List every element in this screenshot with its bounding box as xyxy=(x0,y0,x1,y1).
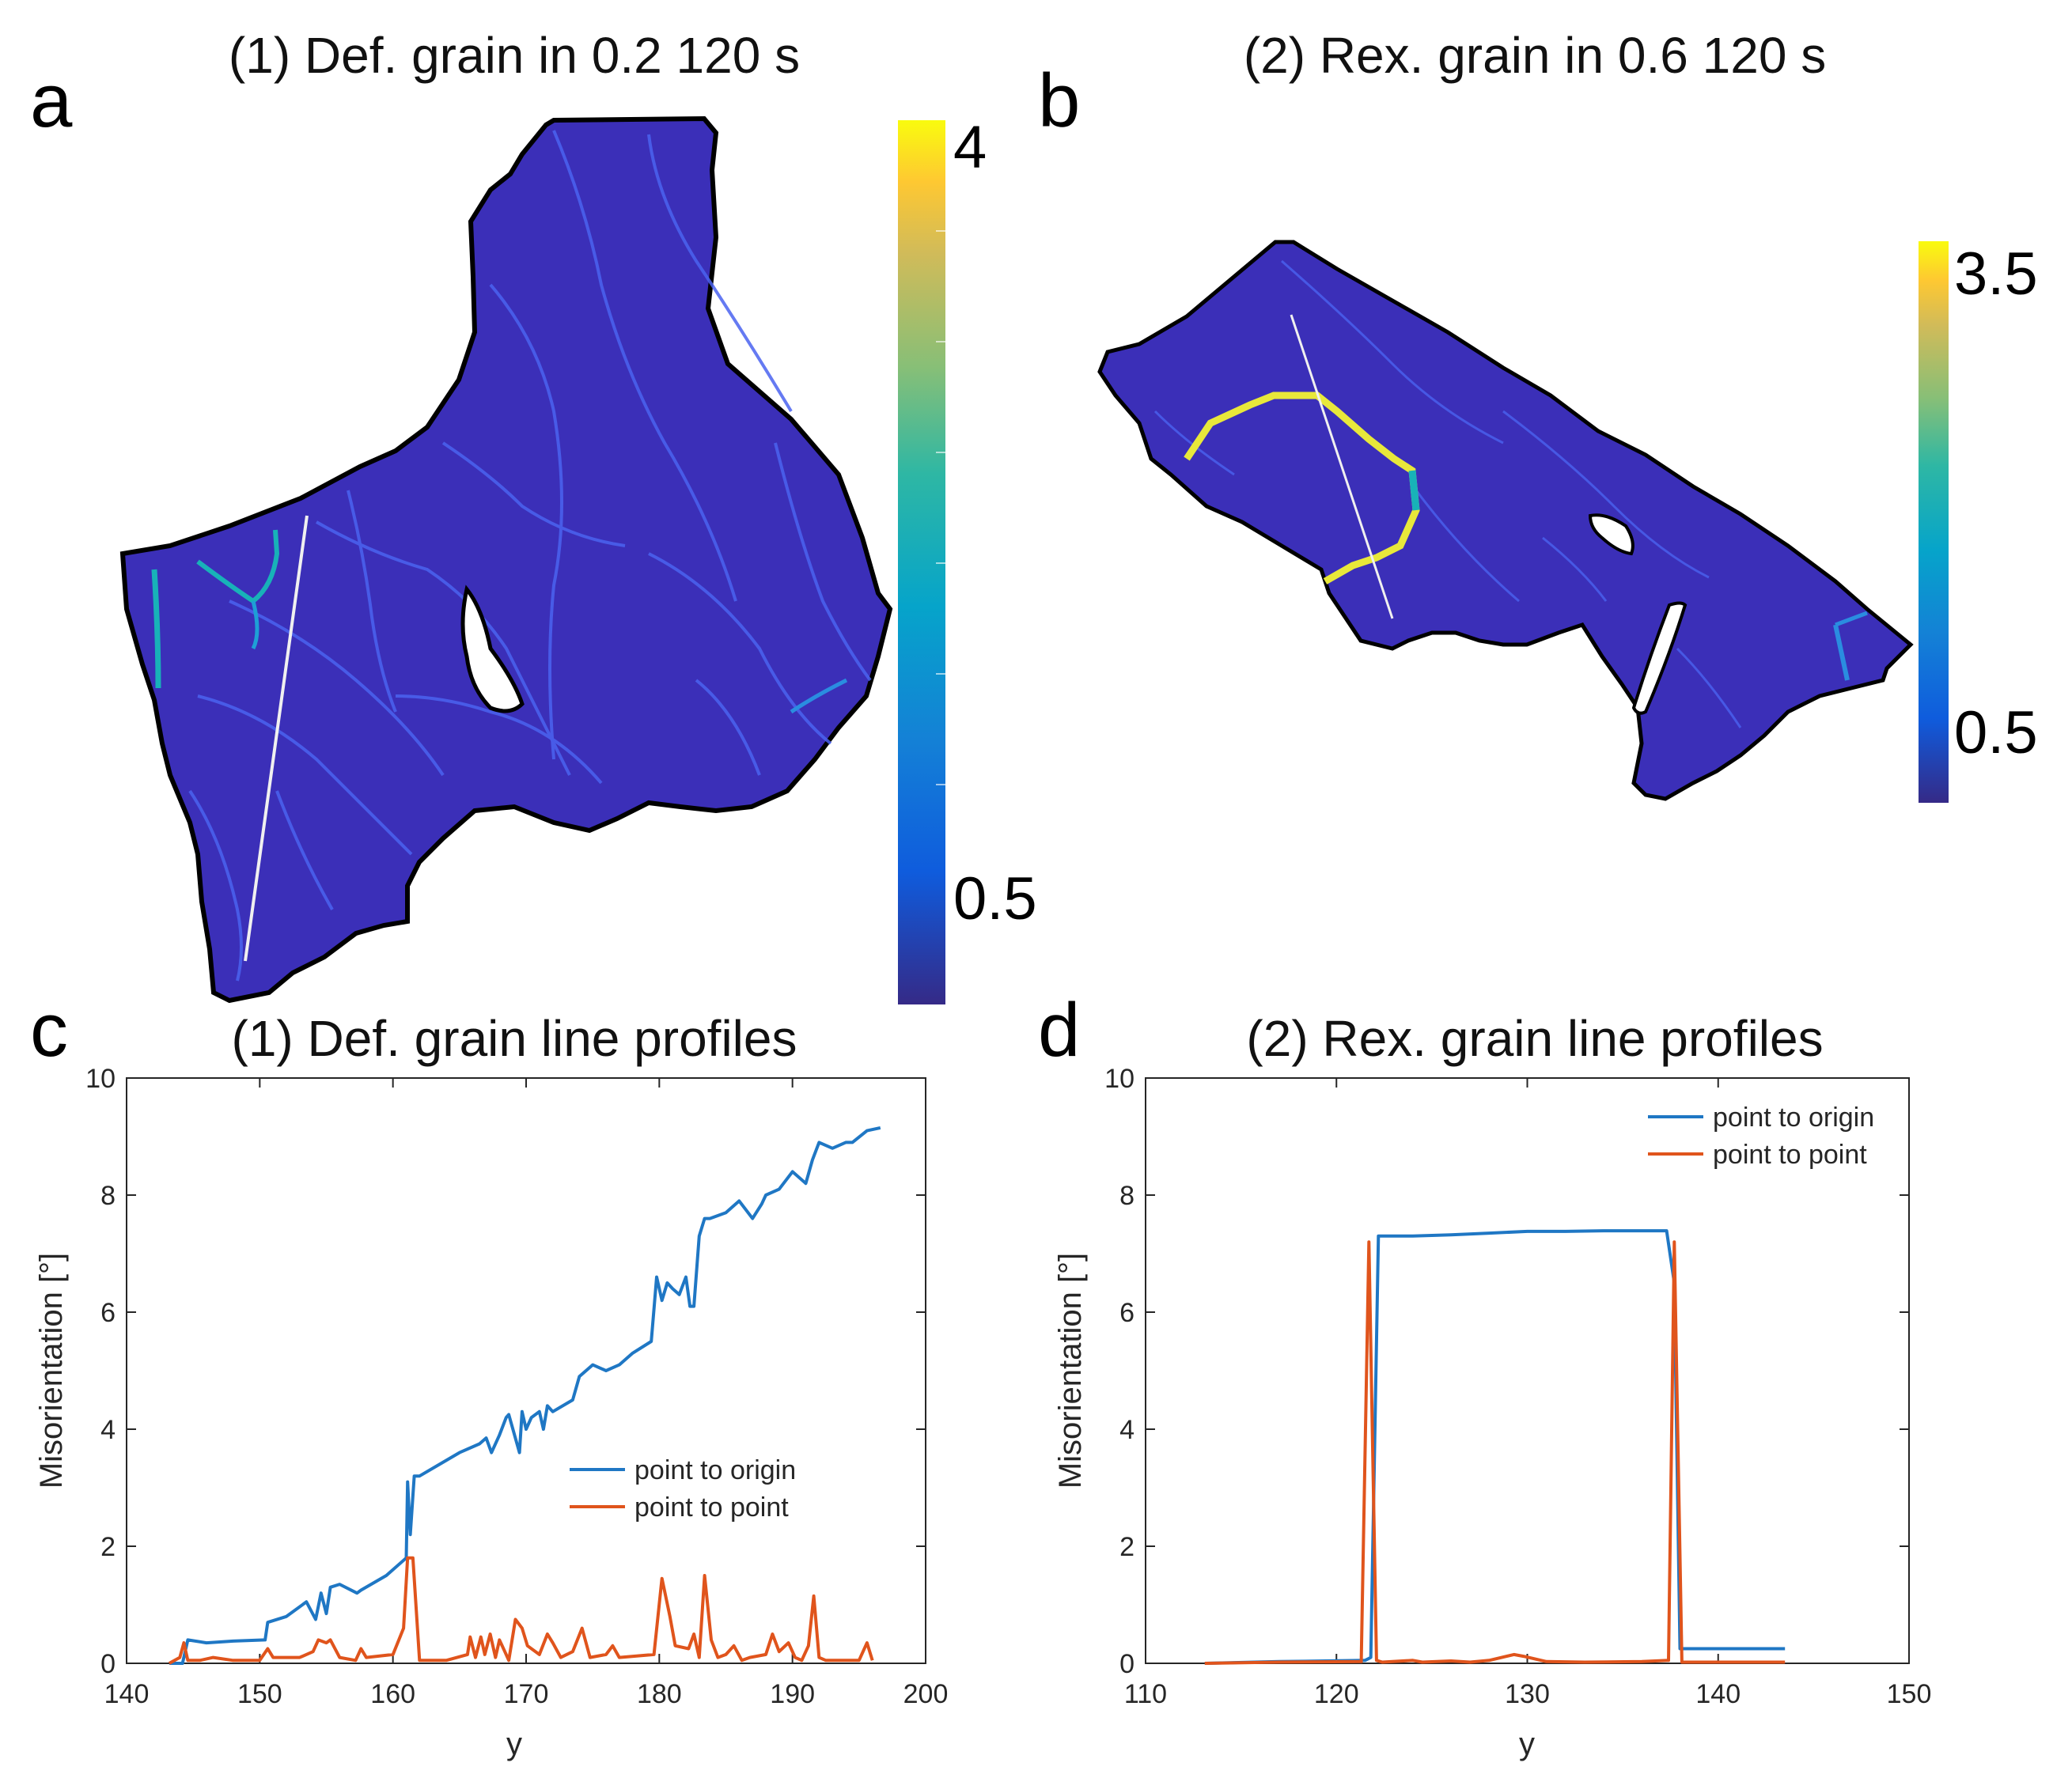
panel-a-letter: a xyxy=(30,59,73,143)
chart-c-xlabel: y xyxy=(506,1727,522,1761)
chart-d-xlabel: y xyxy=(1519,1727,1535,1761)
legend-c-origin-label: point to origin xyxy=(634,1455,796,1485)
grain-b-shape xyxy=(1097,240,1914,801)
colorbar-a: 4 0.5 xyxy=(898,114,1037,1004)
y-tick-label: 2 xyxy=(100,1532,116,1562)
colorbar-b-max-label: 3.5 xyxy=(1954,240,2038,308)
profile-line-b xyxy=(1290,314,1394,619)
panel-b-letter: b xyxy=(1038,59,1080,143)
x-tick-label: 110 xyxy=(1124,1679,1167,1709)
boundary-blue-b3 xyxy=(1835,611,1868,627)
grain-map-a xyxy=(119,115,893,1004)
chart-c-series xyxy=(168,1125,881,1665)
x-tick-label: 120 xyxy=(1314,1679,1359,1709)
grain-hole-a xyxy=(460,584,525,713)
panel-b-title: (2) Rex. grain in 0.6 120 s xyxy=(1244,27,1826,84)
substructure-veins-a xyxy=(188,130,872,982)
x-tick-label: 150 xyxy=(1887,1679,1932,1709)
substructure-veins-b xyxy=(1153,259,1742,728)
chart-d-series xyxy=(1204,1229,1786,1665)
y-tick-label: 0 xyxy=(100,1649,116,1679)
x-tick-label: 130 xyxy=(1505,1679,1550,1709)
series-line-point-to-point xyxy=(168,1556,874,1665)
chart-d-plot-area xyxy=(1145,1077,1910,1664)
chart-d-legend: point to origin point to point xyxy=(1648,1103,1874,1170)
legend-c-point-label: point to point xyxy=(634,1492,789,1523)
boundary-blue-a4 xyxy=(790,678,848,714)
y-tick-label: 6 xyxy=(100,1298,116,1328)
boundary-cyan-a3 xyxy=(251,600,259,650)
x-tick-label: 190 xyxy=(770,1679,815,1709)
panel-d-letter: d xyxy=(1038,988,1080,1072)
grain-hole-b1 xyxy=(1588,513,1634,556)
series-line-point-to-point xyxy=(1204,1240,1786,1665)
grain-a-shape xyxy=(119,115,893,1004)
colorbar-b-min-label: 0.5 xyxy=(1954,699,2038,766)
y-tick-label: 2 xyxy=(1119,1532,1134,1562)
profile-line-a xyxy=(244,515,309,962)
x-tick-label: 150 xyxy=(237,1679,282,1709)
colorbar-a-ticks xyxy=(936,230,945,785)
colorbar-a-max-label: 4 xyxy=(953,114,987,181)
y-tick-label: 10 xyxy=(1104,1064,1134,1094)
boundary-yellow-b xyxy=(1184,392,1420,584)
x-tick-label: 170 xyxy=(504,1679,549,1709)
boundary-cyan-a1 xyxy=(151,569,161,689)
chart-d-title: (2) Rex. grain line profiles xyxy=(1246,1010,1823,1067)
panel-c-letter: c xyxy=(30,988,68,1072)
panel-c: c (1) Def. grain line profiles 140 150 160… xyxy=(30,988,948,1761)
panel-a-title: (1) Def. grain in 0.2 120 s xyxy=(229,27,800,84)
x-tick-label: 180 xyxy=(637,1679,682,1709)
panel-d: d (2) Rex. grain line profiles 110 120 130… xyxy=(1038,988,1931,1761)
chart-c-title: (1) Def. grain line profiles xyxy=(232,1010,797,1067)
boundary-blue-b2 xyxy=(1833,624,1850,681)
grain-hole-b2 xyxy=(1631,601,1688,715)
grain-map-b xyxy=(1097,240,1914,801)
y-tick-label: 0 xyxy=(1119,1649,1134,1679)
panel-b: b (2) Rex. grain in 0.6 120 s xyxy=(1038,27,2038,803)
x-tick-label: 200 xyxy=(903,1679,949,1709)
series-line-point-to-origin xyxy=(169,1125,881,1665)
chart-d-ylabel: Misorientation [°] xyxy=(1053,1253,1088,1489)
y-tick-label: 8 xyxy=(100,1181,116,1211)
chart-c-ylabel: Misorientation [°] xyxy=(34,1253,69,1489)
y-tick-label: 4 xyxy=(1119,1415,1134,1445)
x-tick-label: 140 xyxy=(1695,1679,1741,1709)
x-tick-label: 140 xyxy=(104,1679,150,1709)
y-tick-label: 8 xyxy=(1119,1181,1134,1211)
colorbar-b: 3.5 0.5 xyxy=(1919,240,2038,803)
panel-a: a (1) Def. grain in 0.2 120 s xyxy=(30,27,1037,1004)
chart-d-ticks: 110 120 130 140 150 0 2 4 6 8 10 xyxy=(1104,1064,1931,1709)
chart-c-legend: point to origin point to point xyxy=(570,1455,796,1523)
colorbar-a-min-label: 0.5 xyxy=(953,865,1037,933)
colorbar-b-gradient xyxy=(1919,241,1949,803)
x-tick-label: 160 xyxy=(370,1679,415,1709)
boundary-cyan-b1 xyxy=(1408,470,1420,511)
y-tick-label: 6 xyxy=(1119,1298,1134,1328)
y-tick-label: 10 xyxy=(85,1064,116,1094)
legend-d-origin-label: point to origin xyxy=(1713,1103,1874,1133)
chart-c-plot-area xyxy=(126,1077,926,1664)
legend-d-point-label: point to point xyxy=(1713,1140,1867,1170)
chart-c-ticks: 140 150 160 170 180 190 200 0 2 4 6 8 10 xyxy=(85,1064,948,1709)
y-tick-label: 4 xyxy=(100,1415,116,1445)
